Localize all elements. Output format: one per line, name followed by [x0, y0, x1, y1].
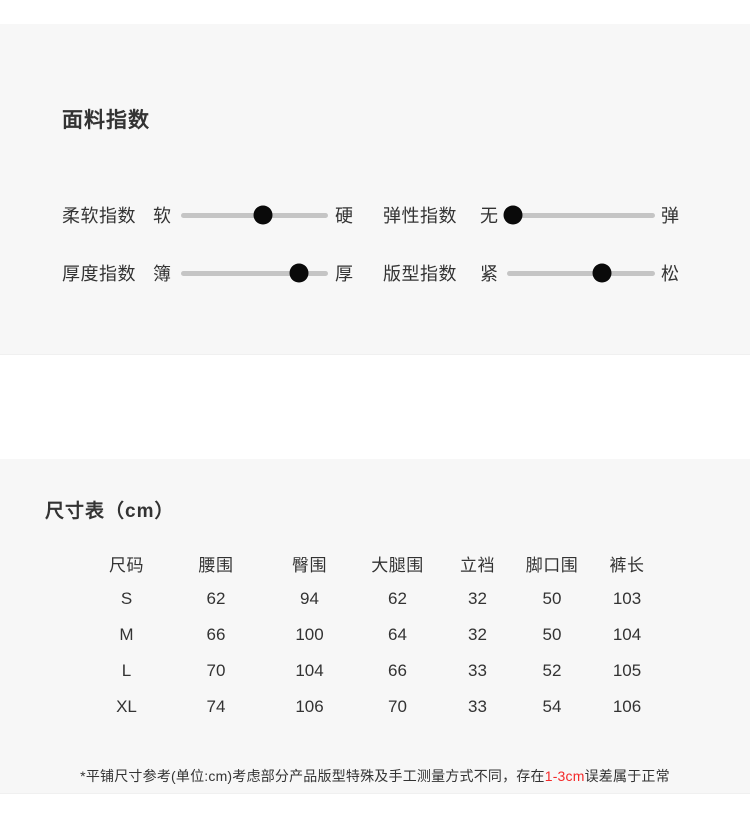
col-header-size: 尺码 — [109, 555, 144, 575]
slider-fit: 版型指数 紧 松 — [383, 261, 679, 285]
table-row: L 70 104 66 33 52 105 — [85, 653, 665, 689]
slider-track — [181, 263, 328, 283]
fabric-index-title: 面料指数 — [62, 109, 150, 132]
cell-value: 74 — [206, 697, 226, 716]
slider-softness-min-label: 软 — [153, 206, 171, 226]
slider-fit-max-label: 松 — [661, 264, 679, 284]
col-header-leg-opening: 脚口围 — [525, 555, 579, 575]
footnote-prefix: *平铺尺寸参考(单位:cm)考虑部分产品版型特殊及手工测量方式不同，存在 — [80, 768, 545, 784]
cell-value: 32 — [468, 589, 487, 608]
table-row: M 66 100 64 32 50 104 — [85, 617, 665, 653]
footnote-tolerance-highlight: 1-3cm — [544, 768, 585, 784]
slider-softness-label: 柔软指数 — [62, 206, 136, 226]
cell-value: 103 — [612, 589, 642, 608]
slider-track — [503, 205, 655, 225]
cell-value: 66 — [206, 625, 226, 644]
table-row: S 62 94 62 32 50 103 — [85, 581, 665, 617]
cell-value: 50 — [542, 625, 562, 644]
cell-value: 62 — [206, 589, 226, 608]
col-header-rise: 立裆 — [460, 555, 495, 575]
cell-value: 70 — [388, 697, 407, 716]
slider-thickness-max-label: 厚 — [335, 264, 353, 284]
slider-thickness-min-label: 簿 — [153, 264, 171, 284]
slider-thickness: 厚度指数 簿 厚 — [62, 261, 353, 285]
cell-value: 100 — [295, 625, 324, 644]
cell-value: 104 — [295, 661, 324, 680]
footnote-suffix: 误差属于正常 — [584, 768, 670, 784]
table-row: XL 74 106 70 33 54 106 — [85, 689, 665, 725]
cell-value: 94 — [300, 589, 319, 608]
cell-size: L — [121, 661, 132, 680]
slider-elasticity-label: 弹性指数 — [383, 206, 457, 226]
cell-value: 54 — [542, 697, 562, 716]
size-chart-title: 尺寸表（cm） — [45, 501, 175, 522]
cell-size: M — [119, 625, 134, 644]
cell-value: 104 — [612, 625, 642, 644]
size-chart-section: 尺寸表（cm） 尺码 腰围 臀围 大腿围 立裆 脚口围 裤长 — [0, 459, 750, 794]
slider-elasticity-max-label: 弹 — [661, 206, 679, 226]
size-chart-table: 尺码 腰围 臀围 大腿围 立裆 脚口围 裤长 S 62 94 62 32 50 — [85, 545, 665, 725]
cell-value: 50 — [542, 589, 562, 608]
slider-softness-max-label: 硬 — [335, 206, 353, 226]
col-header-waist: 腰围 — [198, 555, 234, 575]
cell-value: 106 — [612, 697, 642, 716]
cell-value: 64 — [388, 625, 407, 644]
slider-softness: 柔软指数 软 硬 — [62, 203, 353, 227]
cell-size: XL — [116, 697, 137, 716]
slider-elasticity: 弹性指数 无 弹 — [383, 203, 679, 227]
cell-value: 52 — [542, 661, 562, 680]
cell-value: 62 — [388, 589, 407, 608]
slider-elasticity-min-label: 无 — [480, 206, 498, 226]
slider-track — [507, 263, 655, 283]
slider-track — [181, 205, 328, 225]
slider-fit-min-label: 紧 — [480, 264, 498, 284]
cell-value: 70 — [206, 661, 226, 680]
slider-thumb — [289, 263, 309, 283]
slider-thumb — [253, 205, 273, 225]
cell-value: 33 — [468, 661, 487, 680]
col-header-length: 裤长 — [609, 555, 645, 575]
slider-thickness-label: 厚度指数 — [62, 264, 136, 284]
cell-value: 33 — [468, 697, 487, 716]
table-header-row: 尺码 腰围 臀围 大腿围 立裆 脚口围 裤长 — [85, 545, 665, 581]
col-header-hip: 臀围 — [292, 555, 327, 575]
fabric-index-section: 面料指数 柔软指数 软 硬 弹性指数 无 弹 厚度指数 簿 厚 — [0, 24, 750, 355]
cell-value: 105 — [612, 661, 642, 680]
size-chart-footnote: *平铺尺寸参考(单位:cm)考虑部分产品版型特殊及手工测量方式不同，存在1-3c… — [0, 766, 750, 786]
slider-thumb — [503, 205, 523, 225]
cell-size: S — [120, 589, 133, 608]
slider-thumb — [592, 263, 612, 283]
cell-value: 32 — [468, 625, 487, 644]
slider-fit-label: 版型指数 — [383, 264, 457, 284]
cell-value: 106 — [295, 697, 324, 716]
col-header-thigh: 大腿围 — [371, 555, 424, 575]
cell-value: 66 — [388, 661, 407, 680]
